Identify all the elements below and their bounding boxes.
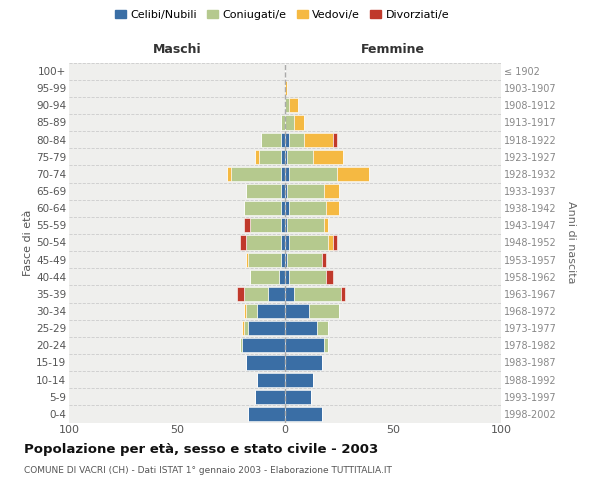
- Bar: [293, 116, 304, 130]
- Bar: [257, 304, 285, 318]
- Bar: [289, 167, 337, 181]
- Bar: [285, 338, 324, 352]
- Bar: [324, 218, 328, 232]
- Bar: [289, 132, 304, 146]
- Legend: Celibi/Nubili, Coniugati/e, Vedovi/e, Divorziati/e: Celibi/Nubili, Coniugati/e, Vedovi/e, Di…: [110, 6, 454, 25]
- Bar: [285, 218, 287, 232]
- Bar: [246, 252, 248, 266]
- Bar: [242, 321, 244, 335]
- Bar: [293, 287, 341, 301]
- Bar: [255, 390, 285, 404]
- Bar: [281, 116, 285, 130]
- Bar: [246, 356, 285, 370]
- Bar: [250, 218, 281, 232]
- Bar: [231, 167, 281, 181]
- Text: Femmine: Femmine: [361, 42, 425, 56]
- Text: Popolazione per età, sesso e stato civile - 2003: Popolazione per età, sesso e stato civil…: [24, 442, 378, 456]
- Bar: [244, 321, 248, 335]
- Bar: [285, 184, 287, 198]
- Bar: [248, 252, 281, 266]
- Bar: [285, 167, 289, 181]
- Bar: [244, 287, 268, 301]
- Bar: [255, 150, 259, 164]
- Bar: [285, 390, 311, 404]
- Bar: [322, 252, 326, 266]
- Y-axis label: Anni di nascita: Anni di nascita: [566, 201, 576, 284]
- Bar: [281, 201, 285, 215]
- Bar: [281, 252, 285, 266]
- Y-axis label: Fasce di età: Fasce di età: [23, 210, 33, 276]
- Bar: [244, 218, 250, 232]
- Text: COMUNE DI VACRI (CH) - Dati ISTAT 1° gennaio 2003 - Elaborazione TUTTITALIA.IT: COMUNE DI VACRI (CH) - Dati ISTAT 1° gen…: [24, 466, 392, 475]
- Bar: [285, 407, 322, 421]
- Bar: [285, 304, 309, 318]
- Bar: [337, 167, 369, 181]
- Bar: [326, 201, 339, 215]
- Bar: [281, 167, 285, 181]
- Bar: [281, 184, 285, 198]
- Bar: [289, 201, 326, 215]
- Bar: [248, 407, 285, 421]
- Bar: [289, 236, 328, 250]
- Bar: [285, 372, 313, 386]
- Bar: [289, 98, 298, 112]
- Text: Maschi: Maschi: [152, 42, 202, 56]
- Bar: [281, 150, 285, 164]
- Bar: [317, 321, 328, 335]
- Bar: [246, 236, 281, 250]
- Bar: [244, 304, 246, 318]
- Bar: [285, 150, 287, 164]
- Bar: [328, 236, 332, 250]
- Bar: [285, 321, 317, 335]
- Bar: [261, 132, 281, 146]
- Bar: [244, 201, 281, 215]
- Bar: [239, 338, 242, 352]
- Bar: [281, 218, 285, 232]
- Bar: [326, 270, 332, 284]
- Bar: [246, 304, 257, 318]
- Bar: [257, 372, 285, 386]
- Bar: [332, 236, 337, 250]
- Bar: [238, 287, 244, 301]
- Bar: [341, 287, 346, 301]
- Bar: [246, 184, 281, 198]
- Bar: [332, 132, 337, 146]
- Bar: [287, 184, 324, 198]
- Bar: [248, 321, 285, 335]
- Bar: [227, 167, 231, 181]
- Bar: [289, 270, 326, 284]
- Bar: [285, 270, 289, 284]
- Bar: [239, 236, 246, 250]
- Bar: [285, 98, 289, 112]
- Bar: [259, 150, 281, 164]
- Bar: [287, 150, 313, 164]
- Bar: [287, 252, 322, 266]
- Bar: [268, 287, 285, 301]
- Bar: [324, 338, 328, 352]
- Bar: [281, 236, 285, 250]
- Bar: [304, 132, 332, 146]
- Bar: [324, 184, 339, 198]
- Bar: [313, 150, 343, 164]
- Bar: [287, 218, 324, 232]
- Bar: [281, 132, 285, 146]
- Bar: [285, 116, 293, 130]
- Bar: [285, 81, 287, 95]
- Bar: [285, 252, 287, 266]
- Bar: [309, 304, 339, 318]
- Bar: [242, 338, 285, 352]
- Bar: [285, 356, 322, 370]
- Bar: [250, 270, 278, 284]
- Bar: [285, 236, 289, 250]
- Bar: [278, 270, 285, 284]
- Bar: [285, 287, 293, 301]
- Bar: [285, 132, 289, 146]
- Bar: [285, 201, 289, 215]
